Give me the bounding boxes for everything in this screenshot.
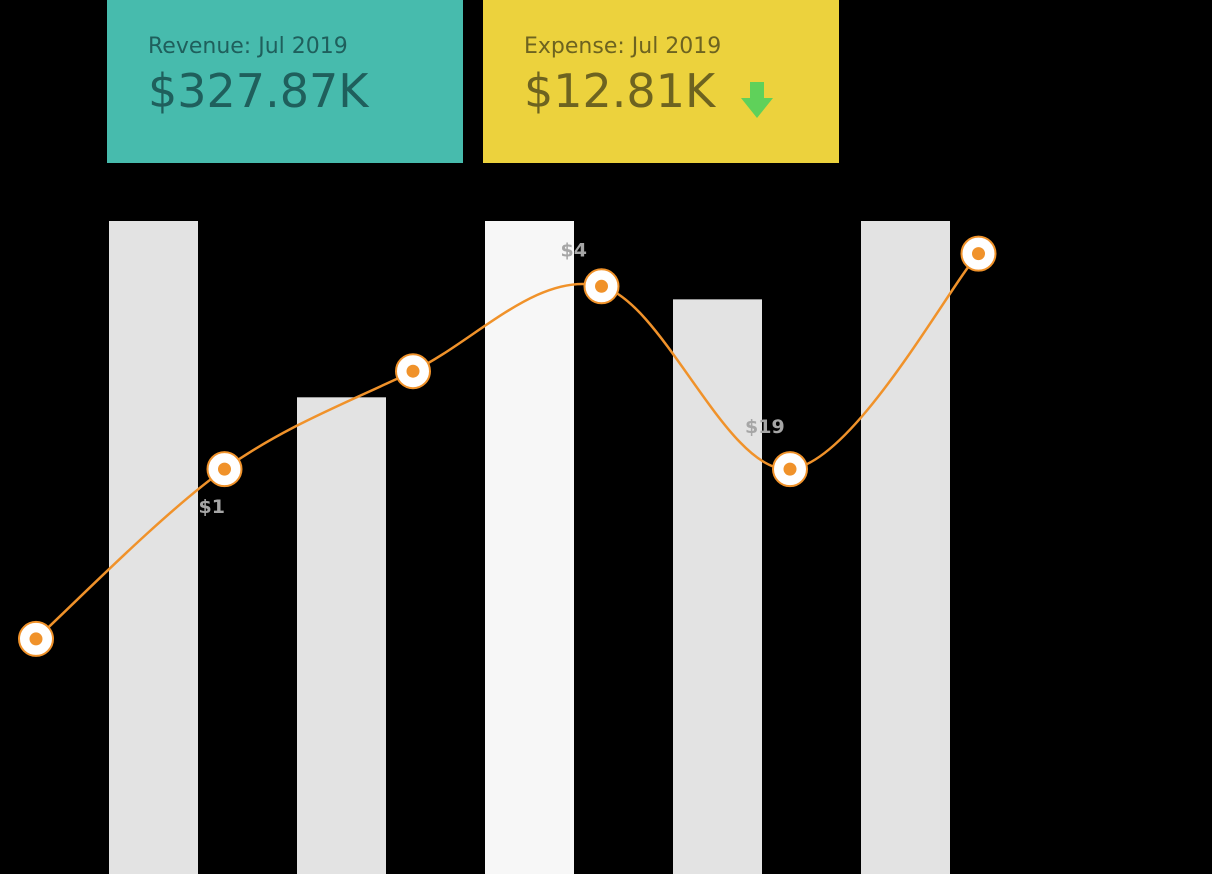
data-label-point-2: $1 (199, 496, 225, 518)
bar-1[interactable] (109, 221, 198, 874)
revenue-kpi-value: $327.87K (148, 64, 369, 118)
line-point-1[interactable] (18, 620, 54, 657)
data-label-point-5: $19 (745, 416, 785, 438)
data-label-point-4: $4 (561, 239, 587, 261)
expense-kpi-card[interactable]: Expense: Jul 2019 $12.81K (483, 0, 839, 163)
series-line (35, 252, 980, 640)
bar-5[interactable] (861, 221, 950, 874)
bar-2[interactable] (297, 397, 386, 874)
expense-kpi-value: $12.81K (524, 64, 716, 118)
line-point-2[interactable] (206, 451, 243, 488)
line-point-5[interactable] (772, 451, 808, 488)
line-point-4[interactable] (583, 268, 620, 305)
points-layer (18, 235, 997, 657)
line-point-3[interactable] (395, 353, 431, 390)
bars-layer (109, 221, 950, 874)
arrow-down-icon (741, 82, 773, 118)
data-labels-layer: $1 $4 $19 (199, 239, 785, 518)
line-point-6[interactable] (960, 235, 997, 272)
revenue-kpi-card[interactable]: Revenue: Jul 2019 $327.87K (107, 0, 463, 163)
bar-4[interactable] (673, 299, 762, 874)
line-layer (35, 252, 980, 640)
bar-3[interactable] (485, 221, 574, 874)
revenue-kpi-label: Revenue: Jul 2019 (148, 34, 348, 59)
expense-kpi-label: Expense: Jul 2019 (524, 34, 722, 59)
